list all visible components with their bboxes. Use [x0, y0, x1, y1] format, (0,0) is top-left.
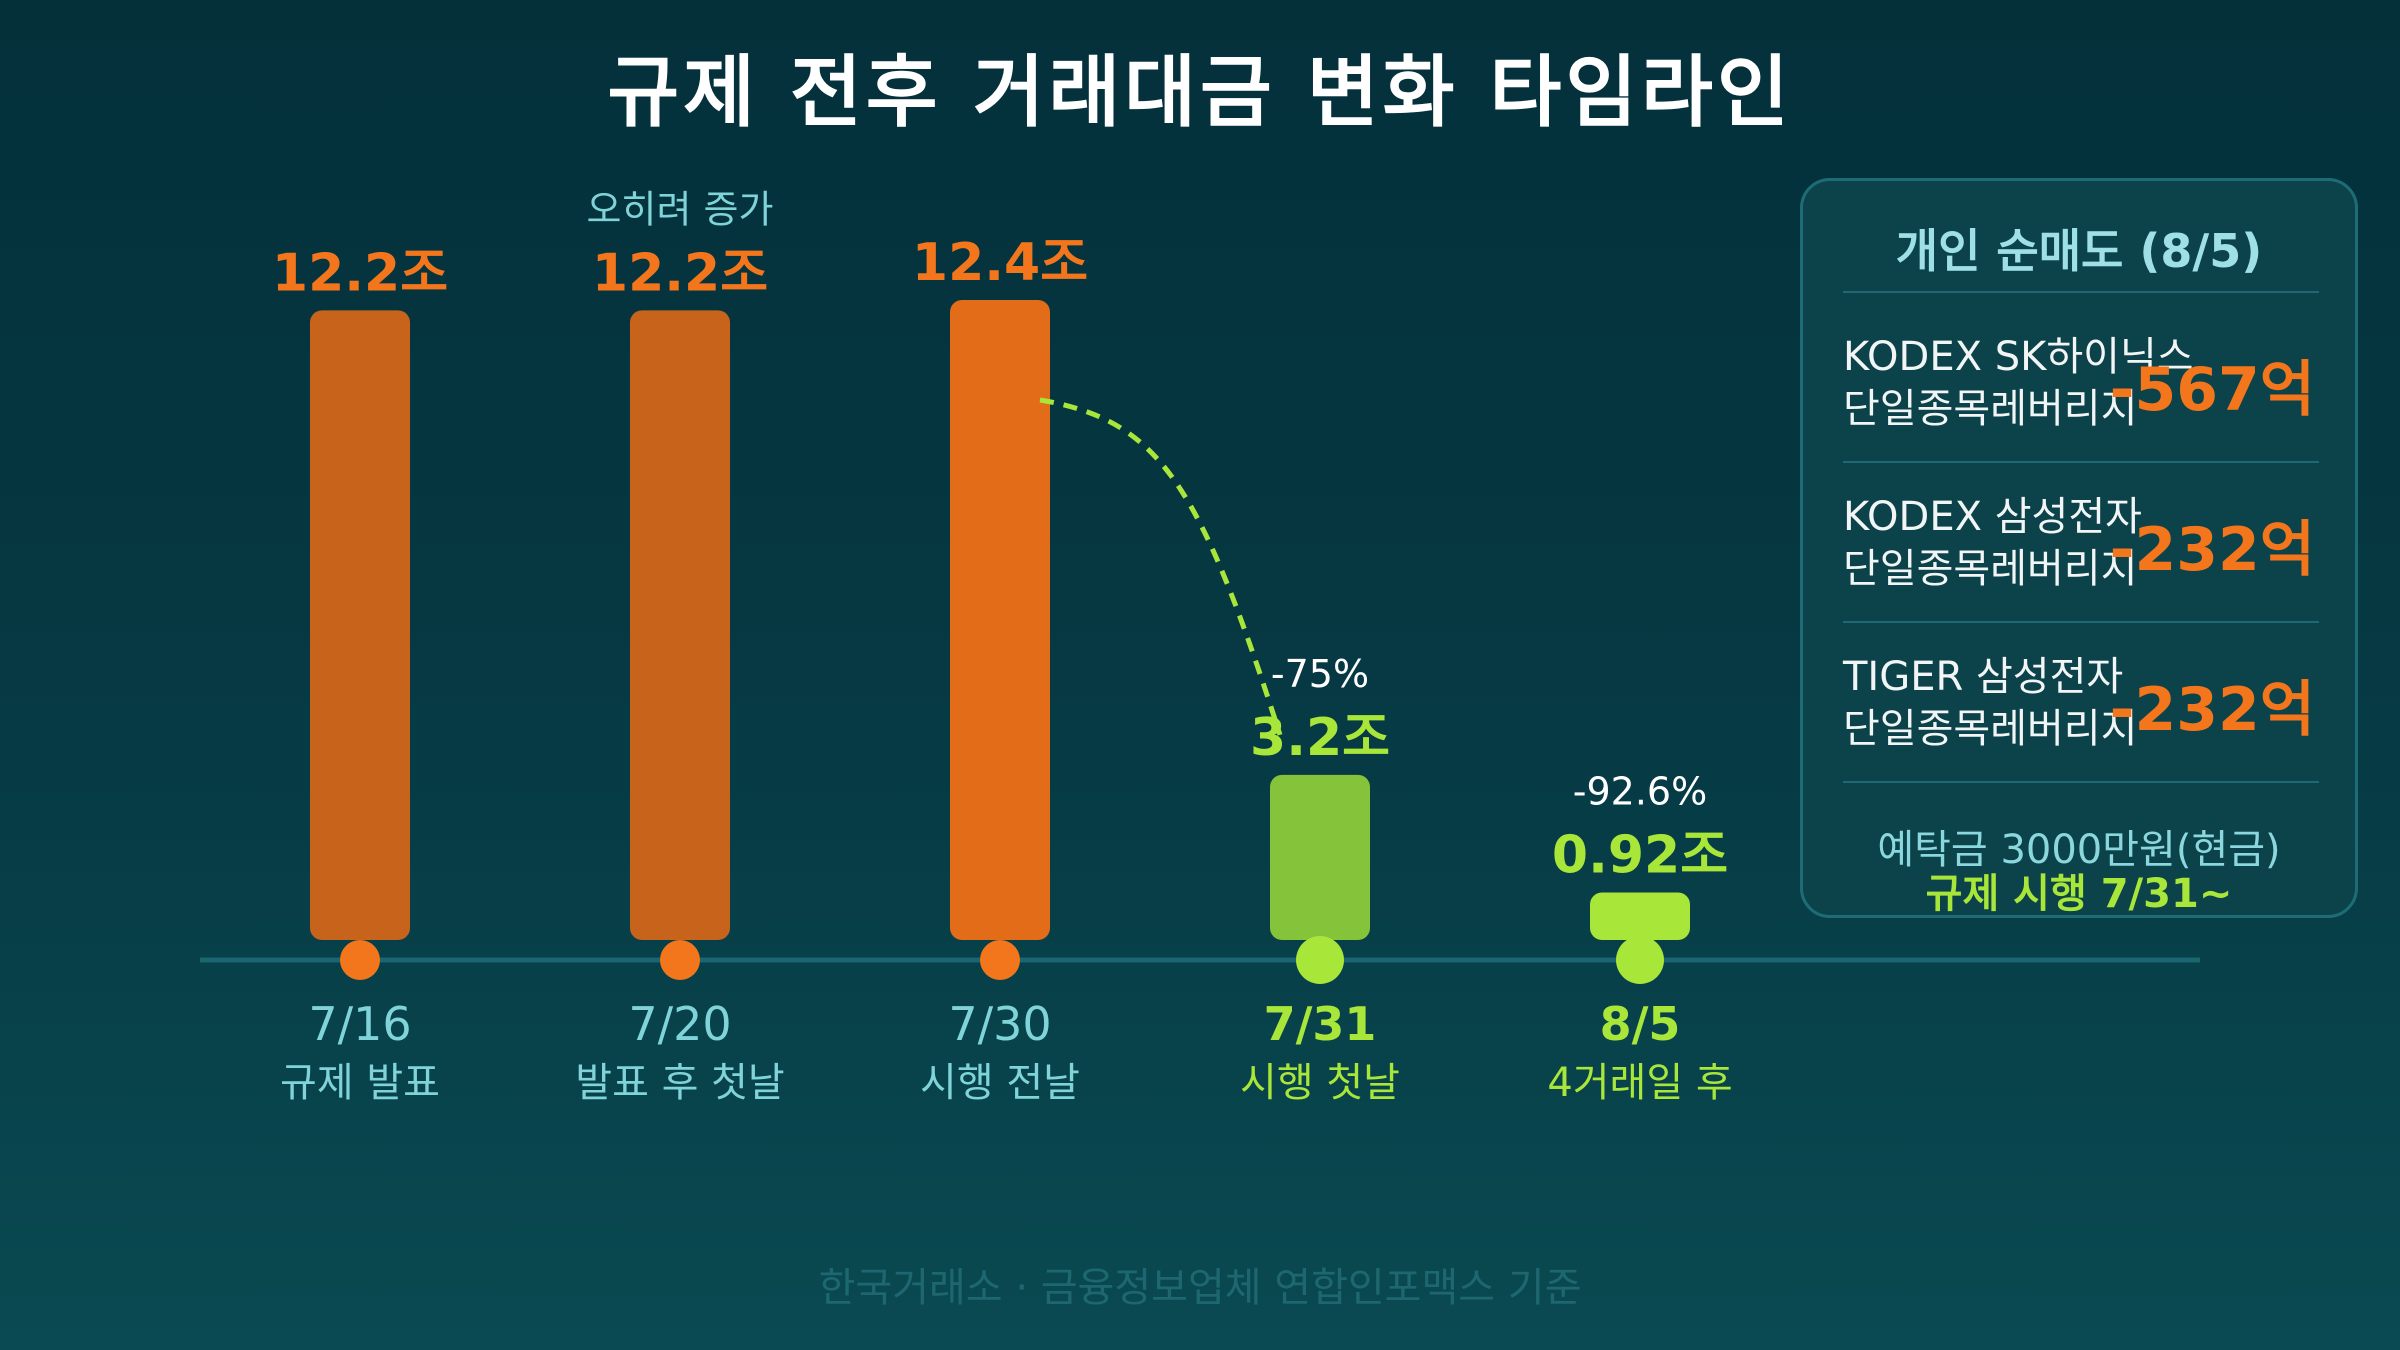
tick-label: 7/16	[308, 997, 411, 1051]
panel-divider	[1843, 781, 2319, 783]
panel-row-name: KODEX 삼성전자 단일종목레버리지	[1843, 491, 2142, 595]
panel-footer-regulation: 규제 시행 7/31~	[1925, 871, 2233, 917]
bar	[310, 310, 410, 940]
bar	[1270, 774, 1370, 940]
value-label: 3.2조	[1250, 708, 1390, 768]
timeline-dot	[340, 940, 380, 980]
panel-row-line2: 단일종목레버리지	[1843, 706, 2138, 752]
panel-divider	[1843, 291, 2319, 293]
annotation-label: -75%	[1271, 652, 1369, 696]
tick-label: 7/30	[948, 997, 1051, 1051]
timeline-dot	[1296, 936, 1344, 984]
panel-footer-deposit: 예탁금 3000만원(현금)	[1877, 827, 2281, 873]
timeline-dot	[660, 940, 700, 980]
annotation-label: -92.6%	[1573, 770, 1707, 814]
chart-title: 규제 전후 거래대금 변화 타임라인	[607, 48, 1793, 138]
tick-sublabel: 시행 첫날	[1240, 1060, 1400, 1106]
panel-row-value: -232억	[2109, 675, 2315, 745]
tick-sublabel: 시행 전날	[920, 1060, 1080, 1106]
panel-row-name: TIGER 삼성전자 단일종목레버리지	[1843, 651, 2137, 755]
panel-divider	[1843, 621, 2319, 623]
bar	[1590, 892, 1690, 940]
bar	[630, 310, 730, 940]
tick-label: 7/20	[628, 997, 731, 1051]
panel-title: 개인 순매도 (8/5)	[1895, 224, 2263, 278]
net-selling-panel: 개인 순매도 (8/5) KODEX SK하이닉스 단일종목레버리지 -567억…	[1800, 178, 2358, 918]
tick-label: 7/31	[1264, 997, 1377, 1051]
tick-sublabel: 규제 발표	[280, 1060, 440, 1106]
panel-row-line1: KODEX SK하이닉스	[1843, 334, 2194, 380]
value-label: 0.92조	[1552, 826, 1728, 886]
annotation-label: 오히려 증가	[587, 187, 774, 231]
value-label: 12.2조	[272, 243, 448, 303]
panel-row-line1: KODEX 삼성전자	[1843, 494, 2142, 540]
panel-row-line2: 단일종목레버리지	[1843, 386, 2138, 432]
tick-sublabel: 4거래일 후	[1547, 1060, 1732, 1106]
panel-row-value: -567억	[2109, 355, 2315, 425]
source-note: 한국거래소 · 금융정보업체 연합인포맥스 기준	[818, 1265, 1582, 1311]
panel-row-line1: TIGER 삼성전자	[1843, 654, 2124, 700]
value-label: 12.2조	[592, 243, 768, 303]
tick-sublabel: 발표 후 첫날	[575, 1060, 784, 1106]
bar	[950, 300, 1050, 940]
panel-row-line2: 단일종목레버리지	[1843, 546, 2138, 592]
timeline-dot	[980, 940, 1020, 980]
panel-row-value: -232억	[2109, 515, 2315, 585]
timeline-dot	[1616, 936, 1664, 984]
drop-trend-line	[1039, 397, 1283, 736]
value-label: 12.4조	[912, 233, 1088, 293]
tick-label: 8/5	[1600, 997, 1681, 1051]
panel-divider	[1843, 461, 2319, 463]
panel-row-name: KODEX SK하이닉스 단일종목레버리지	[1843, 331, 2194, 435]
